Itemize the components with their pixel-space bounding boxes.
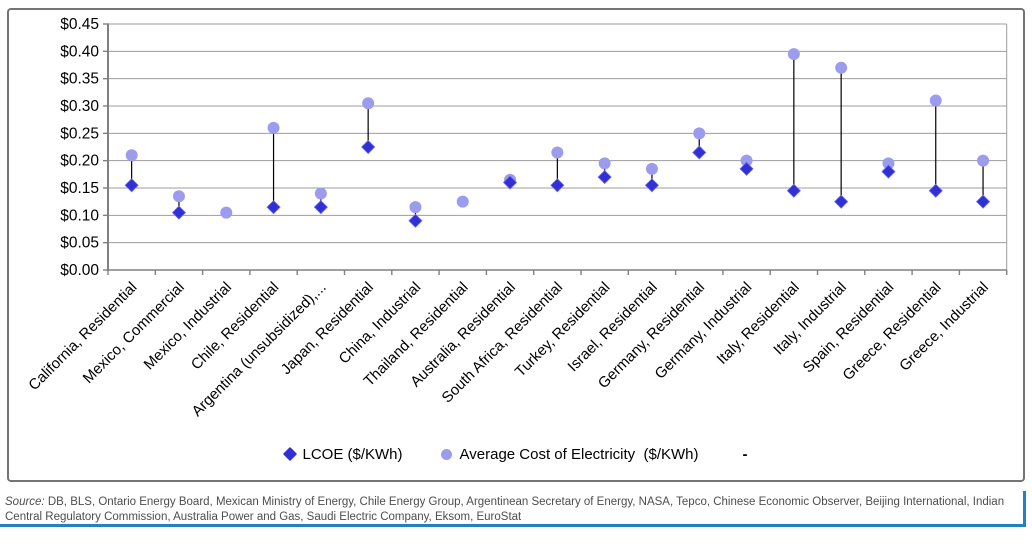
lcoe-marker (124, 178, 139, 193)
lcoe-marker (739, 161, 754, 176)
legend-dash-label: - (742, 445, 748, 463)
average-cost-marker (456, 195, 469, 208)
x-axis-category-label: Chile, Residential (188, 279, 283, 374)
average-cost-marker (172, 190, 185, 203)
lcoe-marker (692, 145, 707, 160)
lcoe-marker (171, 205, 187, 220)
average-cost-marker (929, 94, 942, 107)
average-cost-marker (693, 127, 706, 140)
y-axis-tick-label: $0.25 (60, 125, 99, 142)
lcoe-marker (881, 164, 896, 179)
x-axis-category-label: Israel, Residential (564, 279, 660, 375)
y-axis-tick-label: $0.05 (60, 235, 99, 252)
average-cost-marker (645, 162, 658, 175)
average-cost-marker (835, 61, 848, 74)
y-axis-tick-label: $0.45 (60, 16, 99, 33)
lcoe-marker (975, 194, 991, 209)
average-cost-circle-icon (440, 448, 452, 460)
y-axis-tick-label: $0.35 (60, 71, 99, 88)
x-axis-category-label: Italy, Residential (714, 279, 803, 368)
average-cost-marker (977, 154, 990, 167)
source-note: Source: DB, BLS, Ontario Energy Board, M… (0, 491, 1026, 527)
legend-label-lcoe: LCOE ($/KWh) (302, 445, 403, 463)
y-axis-tick-label: $0.00 (60, 262, 99, 279)
average-cost-marker (267, 121, 280, 134)
lcoe-marker (361, 139, 376, 155)
average-cost-marker (787, 48, 800, 61)
lcoe-marker (644, 178, 660, 193)
lcoe-marker (502, 175, 518, 190)
y-axis-tick-label: $0.15 (60, 180, 99, 197)
x-axis-category-label: China, Industrial (336, 279, 425, 368)
lcoe-marker (408, 213, 423, 228)
y-axis-tick-label: $0.30 (60, 98, 99, 115)
legend-item-connector: - (737, 446, 748, 463)
average-cost-marker (882, 157, 895, 170)
average-cost-marker (362, 97, 375, 110)
lcoe-marker (834, 194, 849, 209)
average-cost-marker (125, 149, 138, 162)
x-axis-category-label: Mexico, Industrial (141, 279, 236, 374)
lcoe-marker (928, 183, 943, 198)
lcoe-marker (786, 183, 801, 198)
lcoe-diamond-icon (282, 446, 297, 462)
legend-item-average-cost: Average Cost of Electricity ($/KWh) (440, 445, 699, 463)
y-axis-tick-label: $0.20 (60, 153, 99, 170)
chart-legend: LCOE ($/KWh) Average Cost of Electricity… (9, 442, 1023, 466)
legend-label-average-cost: Average Cost of Electricity ($/KWh) (459, 445, 699, 463)
average-cost-marker (314, 187, 327, 200)
source-body-text: DB, BLS, Ontario Energy Board, Mexican M… (5, 496, 1005, 523)
chart-container: $0.00 $0.05 $0.10 $0.15 $0.20 $0.25 $0.30 $0.35… (7, 8, 1025, 482)
lcoe-marker (550, 178, 565, 193)
lcoe-marker (313, 200, 328, 215)
legend-item-lcoe: LCOE ($/KWh) (282, 445, 403, 463)
y-axis-tick-label: $0.10 (60, 207, 99, 224)
x-axis-category-label: Greece, Industrial (896, 279, 992, 375)
average-cost-marker (598, 157, 611, 170)
average-cost-marker (551, 146, 564, 159)
average-cost-marker (220, 206, 233, 219)
lcoe-vs-average-cost-chart: $0.00 $0.05 $0.10 $0.15 $0.20 $0.25 $0.30 $0.35… (25, 16, 1008, 420)
lcoe-marker (597, 170, 612, 185)
y-axis-tick-label: $0.40 (60, 43, 99, 60)
lcoe-marker (266, 200, 281, 215)
average-cost-marker (409, 201, 422, 214)
source-prefix-label: Source: (5, 496, 45, 508)
average-cost-marker (740, 154, 753, 167)
